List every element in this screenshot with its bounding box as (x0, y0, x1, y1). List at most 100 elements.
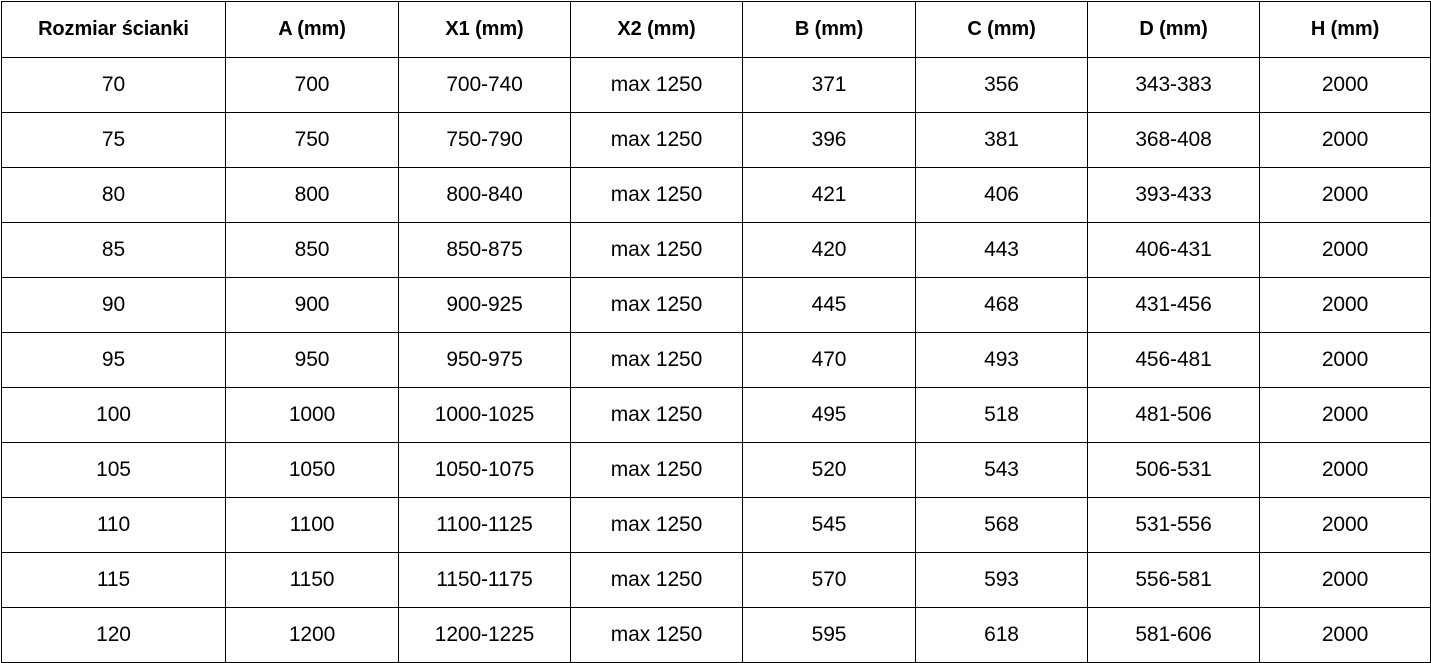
cell-r4-c0: 90 (1, 277, 226, 333)
cell-r10-c6: 581-606 (1087, 607, 1260, 663)
cell-r8-c0: 110 (1, 497, 226, 553)
cell-r7-c3: max 1250 (570, 442, 743, 498)
cell-r4-c2: 900-925 (398, 277, 571, 333)
cell-r6-c3: max 1250 (570, 387, 743, 443)
cell-r3-c4: 420 (742, 222, 916, 278)
cell-r9-c0: 115 (1, 552, 226, 608)
cell-r5-c4: 470 (742, 332, 916, 388)
cell-r1-c1: 750 (225, 112, 399, 168)
cell-r2-c1: 800 (225, 167, 399, 223)
cell-r3-c5: 443 (915, 222, 1088, 278)
column-header-6: D (mm) (1087, 1, 1260, 58)
column-header-1: A (mm) (225, 1, 399, 58)
cell-r0-c1: 700 (225, 57, 399, 113)
cell-r3-c2: 850-875 (398, 222, 571, 278)
table-row: 120 1200 1200-1225 max 1250 595 618 581-606 200… (1, 607, 1431, 663)
cell-r9-c6: 556-581 (1087, 552, 1260, 608)
cell-r1-c2: 750-790 (398, 112, 571, 168)
cell-r4-c6: 431-456 (1087, 277, 1260, 333)
column-header-5: C (mm) (915, 1, 1088, 58)
table-row: 80 800 800-840 max 1250 421 406 393-433 2000 (1, 167, 1431, 223)
cell-r0-c3: max 1250 (570, 57, 743, 113)
table-row: 90 900 900-925 max 1250 445 468 431-456 2000 (1, 277, 1431, 333)
cell-r6-c4: 495 (742, 387, 916, 443)
cell-r3-c3: max 1250 (570, 222, 743, 278)
cell-r9-c3: max 1250 (570, 552, 743, 608)
column-header-7: H (mm) (1259, 1, 1431, 58)
table-row: 85 850 850-875 max 1250 420 443 406-431 2000 (1, 222, 1431, 278)
column-header-2: X1 (mm) (398, 1, 571, 58)
cell-r5-c3: max 1250 (570, 332, 743, 388)
cell-r0-c0: 70 (1, 57, 226, 113)
cell-r10-c1: 1200 (225, 607, 399, 663)
table-row: 105 1050 1050-1075 max 1250 520 543 506-531 200… (1, 442, 1431, 498)
cell-r2-c7: 2000 (1259, 167, 1431, 223)
cell-r5-c2: 950-975 (398, 332, 571, 388)
cell-r0-c2: 700-740 (398, 57, 571, 113)
cell-r9-c2: 1150-1175 (398, 552, 571, 608)
table-row: 115 1150 1150-1175 max 1250 570 593 556-581 200… (1, 552, 1431, 608)
cell-r1-c5: 381 (915, 112, 1088, 168)
cell-r4-c4: 445 (742, 277, 916, 333)
cell-r10-c5: 618 (915, 607, 1088, 663)
cell-r9-c1: 1150 (225, 552, 399, 608)
cell-r6-c6: 481-506 (1087, 387, 1260, 443)
table-row: 70 700 700-740 max 1250 371 356 343-383 2000 (1, 57, 1431, 113)
cell-r6-c5: 518 (915, 387, 1088, 443)
cell-r0-c5: 356 (915, 57, 1088, 113)
cell-r0-c7: 2000 (1259, 57, 1431, 113)
cell-r2-c4: 421 (742, 167, 916, 223)
cell-r7-c0: 105 (1, 442, 226, 498)
column-header-3: X2 (mm) (570, 1, 743, 58)
cell-r0-c4: 371 (742, 57, 916, 113)
cell-r3-c0: 85 (1, 222, 226, 278)
cell-r1-c0: 75 (1, 112, 226, 168)
cell-r4-c7: 2000 (1259, 277, 1431, 333)
table-header-row: Rozmiar ścianki A (mm) X1 (mm) X2 (mm) B (mm… (1, 1, 1431, 58)
cell-r8-c3: max 1250 (570, 497, 743, 553)
cell-r10-c3: max 1250 (570, 607, 743, 663)
cell-r9-c4: 570 (742, 552, 916, 608)
cell-r10-c2: 1200-1225 (398, 607, 571, 663)
cell-r1-c4: 396 (742, 112, 916, 168)
cell-r5-c5: 493 (915, 332, 1088, 388)
cell-r4-c1: 900 (225, 277, 399, 333)
column-header-4: B (mm) (742, 1, 916, 58)
cell-r2-c6: 393-433 (1087, 167, 1260, 223)
cell-r10-c4: 595 (742, 607, 916, 663)
cell-r5-c7: 2000 (1259, 332, 1431, 388)
cell-r7-c6: 506-531 (1087, 442, 1260, 498)
cell-r5-c1: 950 (225, 332, 399, 388)
cell-r7-c2: 1050-1075 (398, 442, 571, 498)
cell-r1-c7: 2000 (1259, 112, 1431, 168)
cell-r5-c6: 456-481 (1087, 332, 1260, 388)
cell-r0-c6: 343-383 (1087, 57, 1260, 113)
cell-r8-c7: 2000 (1259, 497, 1431, 553)
table-header: Rozmiar ścianki A (mm) X1 (mm) X2 (mm) B (mm… (1, 1, 1431, 58)
cell-r4-c5: 468 (915, 277, 1088, 333)
cell-r10-c7: 2000 (1259, 607, 1431, 663)
cell-r8-c1: 1100 (225, 497, 399, 553)
cell-r8-c2: 1100-1125 (398, 497, 571, 553)
table-row: 75 750 750-790 max 1250 396 381 368-408 2000 (1, 112, 1431, 168)
cell-r2-c0: 80 (1, 167, 226, 223)
cell-r1-c6: 368-408 (1087, 112, 1260, 168)
cell-r2-c2: 800-840 (398, 167, 571, 223)
cell-r10-c0: 120 (1, 607, 226, 663)
cell-r7-c4: 520 (742, 442, 916, 498)
table-body: 70 700 700-740 max 1250 371 356 343-383 2000 75 7… (1, 57, 1431, 663)
cell-r5-c0: 95 (1, 332, 226, 388)
cell-r9-c5: 593 (915, 552, 1088, 608)
cell-r7-c1: 1050 (225, 442, 399, 498)
cell-r2-c3: max 1250 (570, 167, 743, 223)
table-row: 110 1100 1100-1125 max 1250 545 568 531-556 200… (1, 497, 1431, 553)
cell-r4-c3: max 1250 (570, 277, 743, 333)
cell-r7-c7: 2000 (1259, 442, 1431, 498)
cell-r8-c4: 545 (742, 497, 916, 553)
cell-r7-c5: 543 (915, 442, 1088, 498)
cell-r8-c5: 568 (915, 497, 1088, 553)
cell-r6-c7: 2000 (1259, 387, 1431, 443)
table-row: 100 1000 1000-1025 max 1250 495 518 481-506 200… (1, 387, 1431, 443)
cell-r8-c6: 531-556 (1087, 497, 1260, 553)
